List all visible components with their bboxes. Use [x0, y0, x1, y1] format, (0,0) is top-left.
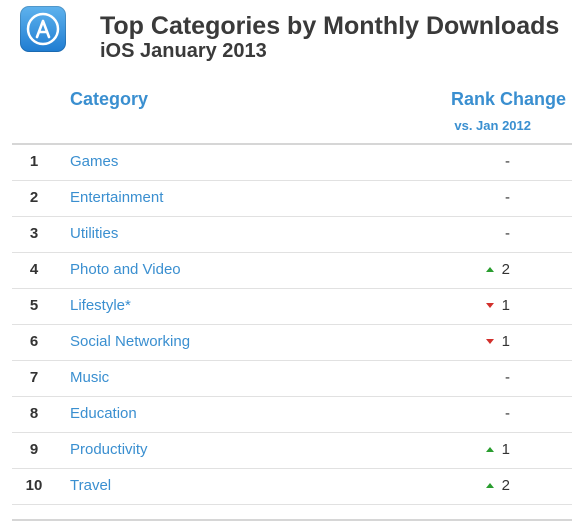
page-subtitle: iOS January 2013 — [100, 40, 267, 62]
table-row: 5 Lifestyle* 1 — [12, 289, 572, 325]
column-header-rank-change-sub: vs. Jan 2012 — [454, 118, 531, 133]
rank-number: 5 — [29, 297, 39, 314]
category-name: Utilities — [70, 225, 119, 242]
rank-change-value: 1 — [501, 297, 510, 314]
table-row: 4 Photo and Video 2 — [12, 253, 572, 289]
category-name: Photo and Video — [70, 261, 181, 278]
table-bottom-divider — [12, 519, 572, 521]
category-name: Travel — [70, 477, 112, 494]
column-header-category: Category — [70, 89, 149, 109]
category-name: Games — [70, 153, 119, 170]
table-row: 2 Entertainment - — [12, 181, 572, 217]
rank-number: 10 — [25, 477, 43, 494]
arrow-up-icon — [486, 267, 494, 272]
rank-change-value: 1 — [501, 333, 510, 350]
rank-change-value: - — [505, 153, 510, 170]
rank-number: 2 — [29, 189, 39, 206]
rank-change-value: - — [505, 405, 510, 422]
rank-number: 3 — [29, 225, 39, 242]
rank-number: 6 — [29, 333, 39, 350]
rank-change-value: 2 — [501, 261, 510, 278]
table-row: 10 Travel 2 — [12, 469, 572, 505]
category-table: 1 Games - 2 Entertainment - 3 Utilities - 4 Photo … — [12, 143, 572, 505]
table-row: 6 Social Networking 1 — [12, 325, 572, 361]
category-name: Entertainment — [70, 189, 164, 206]
category-name: Lifestyle* — [70, 297, 131, 314]
category-name: Social Networking — [70, 333, 191, 350]
arrow-down-icon — [486, 303, 494, 308]
category-name: Productivity — [70, 441, 148, 458]
rank-change-value: - — [505, 369, 510, 386]
rank-number: 9 — [29, 441, 39, 458]
rank-change-value: - — [505, 225, 510, 242]
table-row: 3 Utilities - — [12, 217, 572, 253]
app-store-glyph — [26, 12, 60, 46]
category-name: Education — [70, 405, 137, 422]
app-store-icon — [20, 6, 66, 52]
rank-change-value: 2 — [501, 477, 510, 494]
table-row: 7 Music - — [12, 361, 572, 397]
column-header-rank-change: Rank Change — [450, 89, 566, 109]
table-top-divider — [12, 143, 572, 145]
category-name: Music — [70, 369, 110, 386]
arrow-up-icon — [486, 483, 494, 488]
table-row: 8 Education - — [12, 397, 572, 433]
rank-number: 7 — [29, 369, 39, 386]
rank-number: 8 — [29, 405, 39, 422]
rank-change-value: 1 — [501, 441, 510, 458]
rank-number: 4 — [29, 261, 39, 278]
table-row: 1 Games - — [12, 145, 572, 181]
arrow-up-icon — [486, 447, 494, 452]
rank-change-value: - — [505, 189, 510, 206]
rank-number: 1 — [29, 153, 39, 170]
table-row: 9 Productivity 1 — [12, 433, 572, 469]
page-title: Top Categories by Monthly Downloads — [100, 12, 560, 40]
table-body: 1 Games - 2 Entertainment - 3 Utilities - 4 Photo … — [12, 145, 572, 505]
arrow-down-icon — [486, 339, 494, 344]
